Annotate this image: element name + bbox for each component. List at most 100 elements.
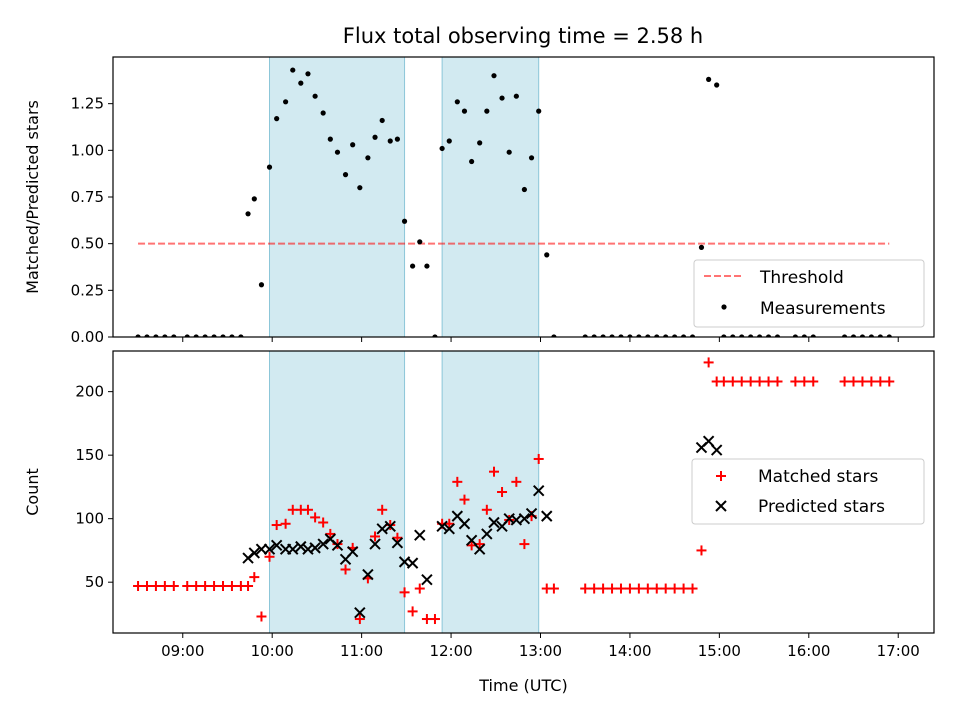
y-axis-label: Count bbox=[23, 468, 42, 516]
legend-bottom: Matched stars Predicted stars bbox=[691, 458, 925, 525]
shaded-interval-2 bbox=[441, 351, 540, 633]
data-point bbox=[541, 510, 553, 522]
data-point bbox=[636, 334, 642, 337]
legend-measurements-label: Measurements bbox=[760, 299, 886, 319]
data-point bbox=[678, 583, 689, 594]
data-point bbox=[399, 587, 410, 598]
data-point bbox=[651, 583, 662, 594]
data-point bbox=[384, 520, 396, 533]
y-tick-label: 0.75 bbox=[71, 188, 104, 206]
x-tick-label: 13:00 bbox=[519, 642, 562, 660]
data-point bbox=[710, 444, 723, 456]
data-point bbox=[200, 581, 211, 591]
data-point bbox=[792, 334, 798, 337]
plot-area bbox=[135, 57, 892, 337]
data-point bbox=[519, 539, 530, 550]
data-point bbox=[877, 334, 883, 337]
data-point bbox=[660, 583, 671, 594]
bottom-panel: 50 100 150 200 09:00 10:00 11:00 12:00 13:00 14:0… bbox=[23, 350, 935, 695]
data-point bbox=[702, 435, 715, 447]
series-matched-stars bbox=[133, 357, 895, 625]
data-point bbox=[171, 334, 177, 337]
y-tick-label: 0.25 bbox=[71, 281, 104, 299]
data-point bbox=[528, 155, 535, 161]
data-point bbox=[600, 334, 606, 337]
data-point bbox=[305, 71, 311, 77]
data-point bbox=[362, 568, 374, 581]
data-point bbox=[669, 583, 680, 594]
data-point bbox=[454, 99, 460, 105]
data-point bbox=[841, 334, 848, 337]
data-point bbox=[243, 581, 254, 591]
data-point bbox=[245, 211, 251, 217]
x-tick-label: 16:00 bbox=[787, 642, 830, 660]
data-point bbox=[642, 583, 653, 594]
data-point bbox=[706, 76, 712, 82]
data-point bbox=[220, 334, 226, 337]
y-tick-label: 0.50 bbox=[71, 235, 104, 253]
data-point bbox=[618, 334, 624, 337]
series-measurements bbox=[135, 67, 892, 337]
data-point bbox=[633, 583, 644, 594]
data-point bbox=[193, 334, 199, 337]
data-point bbox=[857, 376, 868, 387]
data-point bbox=[598, 583, 609, 594]
data-point bbox=[544, 252, 550, 258]
data-point bbox=[511, 476, 522, 487]
data-point bbox=[309, 542, 321, 554]
data-point bbox=[506, 149, 512, 155]
data-point bbox=[727, 376, 738, 387]
data-point bbox=[774, 334, 781, 337]
y-tick-label: 0.00 bbox=[71, 328, 104, 346]
data-point bbox=[763, 376, 774, 387]
data-point bbox=[461, 108, 468, 114]
data-point bbox=[370, 531, 381, 542]
data-point bbox=[458, 518, 471, 530]
data-point bbox=[533, 453, 544, 464]
y-tick-label: 150 bbox=[75, 446, 104, 464]
data-point bbox=[868, 334, 874, 337]
data-point bbox=[739, 334, 745, 337]
data-point bbox=[302, 504, 313, 515]
data-point bbox=[394, 136, 400, 142]
data-point bbox=[350, 142, 356, 148]
data-point bbox=[391, 537, 404, 549]
y-axis-label: Matched/Predicted stars bbox=[23, 100, 42, 294]
data-point bbox=[211, 334, 217, 337]
data-point bbox=[264, 551, 275, 562]
data-point bbox=[497, 487, 508, 497]
data-point bbox=[159, 581, 170, 591]
data-point bbox=[689, 334, 696, 337]
data-point bbox=[452, 476, 463, 487]
data-point bbox=[327, 136, 333, 142]
series-predicted-stars bbox=[242, 435, 723, 619]
x-axis-label: Time (UTC) bbox=[478, 676, 567, 695]
x-tick-label: 09:00 bbox=[161, 642, 204, 660]
data-point bbox=[271, 520, 282, 531]
data-point bbox=[525, 507, 538, 520]
data-point bbox=[477, 140, 483, 146]
data-point bbox=[144, 334, 150, 337]
data-point bbox=[229, 334, 235, 337]
data-point bbox=[609, 334, 615, 337]
data-point bbox=[484, 108, 490, 114]
data-point bbox=[663, 334, 669, 337]
data-point bbox=[238, 334, 244, 337]
data-point bbox=[283, 99, 289, 105]
data-point bbox=[748, 334, 754, 337]
data-point bbox=[346, 545, 359, 558]
legend-threshold-label: Threshold bbox=[759, 268, 844, 288]
data-point bbox=[407, 606, 418, 617]
data-point bbox=[580, 583, 591, 594]
data-point bbox=[182, 581, 193, 591]
data-point bbox=[687, 583, 698, 594]
data-point bbox=[765, 334, 772, 337]
data-point bbox=[298, 80, 304, 86]
data-point bbox=[518, 512, 531, 525]
data-point bbox=[354, 606, 366, 619]
data-point bbox=[401, 218, 408, 224]
y-tick-label: 100 bbox=[75, 510, 104, 528]
data-point bbox=[772, 376, 783, 387]
data-point bbox=[340, 564, 351, 575]
data-point bbox=[421, 573, 433, 586]
